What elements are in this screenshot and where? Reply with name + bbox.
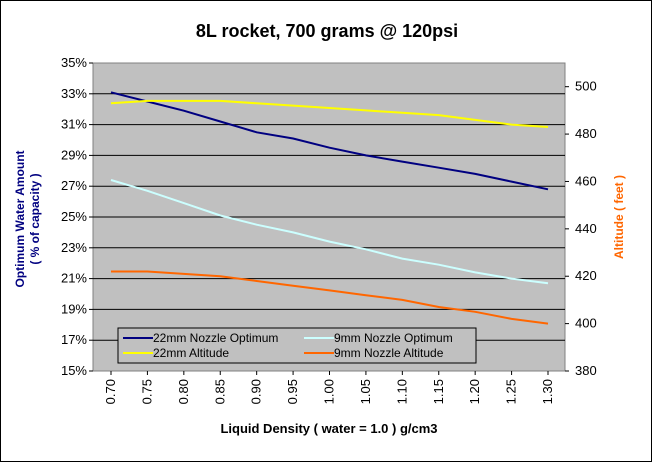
- x-tick-label: 1.05: [358, 379, 373, 404]
- x-tick-label: 1.00: [322, 379, 337, 404]
- y-left-tick-label: 17%: [61, 332, 87, 347]
- legend: 22mm Nozzle Optimum 9mm Nozzle Optimum 22m…: [123, 331, 453, 360]
- y-left-tick-label: 21%: [61, 271, 87, 286]
- y-left-tick-label: 33%: [61, 86, 87, 101]
- x-tick-label: 0.85: [212, 379, 227, 404]
- x-tick-label: 1.30: [540, 379, 555, 404]
- x-tick-label: 1.10: [394, 379, 409, 404]
- y-left-tick-label: 25%: [61, 209, 87, 224]
- y-right-tick-label: 380: [575, 363, 597, 378]
- legend-label: 9mm Nozzle Optimum: [334, 331, 453, 345]
- y-left-tick-label: 19%: [61, 301, 87, 316]
- y-right-tick-label: 440: [575, 221, 597, 236]
- y-left-tick-label: 27%: [61, 178, 87, 193]
- y-right-tick-label: 400: [575, 316, 597, 331]
- y-right-tick-label: 480: [575, 126, 597, 141]
- x-tick-label: 0.75: [139, 379, 154, 404]
- series-line-2: [110, 99, 549, 128]
- legend-label: 22mm Nozzle Optimum: [153, 331, 278, 345]
- legend-label: 22mm Altitude: [153, 346, 229, 360]
- x-ticks: 0.70 0.75 0.80 0.85 0.90 0.95 1.00 1.05 1.10 1.15…: [103, 371, 555, 404]
- y-left-tick-label: 23%: [61, 240, 87, 255]
- y-left-ticks: 15% 17% 19% 21% 23% 25% 27% 29% 31% 33% 35%: [61, 55, 93, 378]
- y-left-tick-label: 35%: [61, 55, 87, 70]
- legend-label: 9mm Nozzle Altitude: [334, 346, 444, 360]
- y-right-ticks: 380 400 420 440 460 480 500: [565, 79, 597, 378]
- x-tick-label: 0.95: [285, 379, 300, 404]
- series-line-1: [110, 179, 549, 285]
- y-left-tick-label: 31%: [61, 117, 87, 132]
- x-tick-label: 1.15: [431, 379, 446, 404]
- x-tick-label: 0.80: [176, 379, 191, 404]
- series-group: [110, 91, 549, 325]
- y-left-tick-label: 15%: [61, 363, 87, 378]
- y-left-axis-subtitle: ( % of capacity ): [28, 173, 42, 264]
- legend-box: [117, 327, 477, 364]
- y-right-axis-title: Altitude ( feet ): [612, 175, 626, 259]
- y-left-tick-label: 29%: [61, 147, 87, 162]
- x-tick-label: 1.20: [467, 379, 482, 404]
- chart-title: 8L rocket, 700 grams @ 120psi: [196, 21, 458, 41]
- x-tick-label: 0.90: [249, 379, 264, 404]
- x-tick-label: 0.70: [103, 379, 118, 404]
- x-tick-label: 1.25: [504, 379, 519, 404]
- y-left-axis-title: Optimum Water Amount: [13, 150, 27, 287]
- y-right-tick-label: 460: [575, 173, 597, 188]
- y-right-tick-label: 420: [575, 268, 597, 283]
- x-axis-title: Liquid Density ( water = 1.0 ) g/cm3: [220, 421, 437, 436]
- series-line-0: [110, 91, 549, 191]
- y-right-tick-label: 500: [575, 79, 597, 94]
- series-line-3: [111, 270, 549, 325]
